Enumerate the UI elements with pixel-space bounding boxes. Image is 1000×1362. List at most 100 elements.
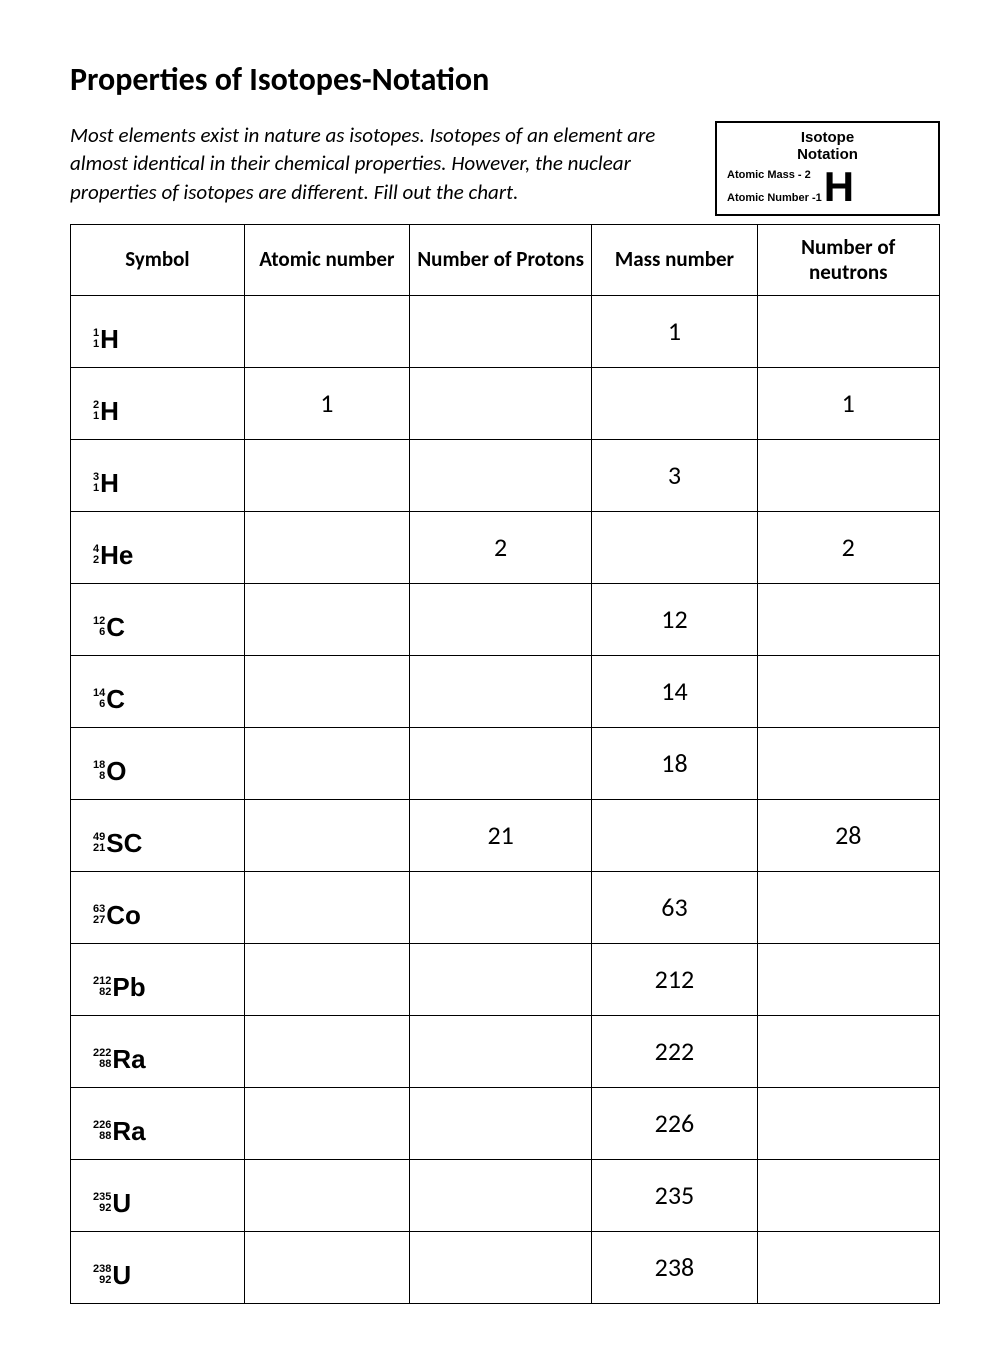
- table-row: 21H 1 1: [71, 367, 940, 439]
- cell-neutrons[interactable]: [757, 583, 940, 655]
- col-symbol: Symbol: [71, 224, 245, 295]
- cell-neutrons[interactable]: [757, 655, 940, 727]
- cell-mass-number[interactable]: [592, 367, 757, 439]
- isotope-element: H: [100, 398, 119, 424]
- cell-atomic-number[interactable]: [244, 655, 409, 727]
- isotope-z: 27: [93, 915, 105, 927]
- notation-title-line1: Isotope: [801, 129, 854, 146]
- cell-mass-number[interactable]: 12: [592, 583, 757, 655]
- isotope-z: 92: [99, 1203, 111, 1215]
- isotope-symbol: 23592U: [93, 1190, 131, 1216]
- cell-neutrons[interactable]: [757, 439, 940, 511]
- notation-number-label: Atomic Number -1: [727, 193, 822, 204]
- cell-mass-number[interactable]: 235: [592, 1159, 757, 1231]
- isotope-symbol: 6327Co: [93, 902, 141, 928]
- table-row: 31H3: [71, 439, 940, 511]
- isotope-symbol: 23892U: [93, 1262, 131, 1288]
- table-head: Symbol Atomic number Number of Protons M…: [71, 224, 940, 295]
- table-body: 11H121H1131H342He22126C12146C14188O18492…: [71, 295, 940, 1303]
- cell-neutrons[interactable]: [757, 1159, 940, 1231]
- cell-protons[interactable]: [409, 1015, 591, 1087]
- cell-atomic-number[interactable]: [244, 799, 409, 871]
- cell-atomic-number[interactable]: [244, 295, 409, 367]
- cell-atomic-number[interactable]: [244, 727, 409, 799]
- cell-protons[interactable]: 2: [409, 511, 591, 583]
- isotope-element: H: [100, 470, 119, 496]
- isotope-z: 88: [99, 1131, 111, 1143]
- cell-atomic-number[interactable]: [244, 1087, 409, 1159]
- intro-text: Most elements exist in nature as isotope…: [70, 121, 697, 206]
- isotope-scripts: 21282: [93, 976, 111, 999]
- cell-mass-number[interactable]: 226: [592, 1087, 757, 1159]
- notation-mass-label: Atomic Mass - 2: [727, 170, 822, 181]
- isotope-symbol: 42He: [93, 542, 133, 568]
- page-title: Properties of Isotopes-Notation: [70, 60, 940, 99]
- cell-mass-number[interactable]: 1: [592, 295, 757, 367]
- cell-protons[interactable]: [409, 583, 591, 655]
- notation-body: Atomic Mass - 2 Atomic Number -1 H: [727, 166, 928, 208]
- cell-protons[interactable]: [409, 871, 591, 943]
- isotope-scripts: 22288: [93, 1048, 111, 1071]
- cell-mass-number[interactable]: [592, 511, 757, 583]
- cell-neutrons[interactable]: [757, 1087, 940, 1159]
- isotope-element: Ra: [112, 1118, 145, 1144]
- cell-atomic-number[interactable]: [244, 1159, 409, 1231]
- isotope-symbol: 21H: [93, 398, 119, 424]
- cell-mass-number[interactable]: 18: [592, 727, 757, 799]
- isotope-symbol: 146C: [93, 686, 125, 712]
- cell-neutrons[interactable]: 2: [757, 511, 940, 583]
- cell-neutrons[interactable]: [757, 1015, 940, 1087]
- table-header-row: Symbol Atomic number Number of Protons M…: [71, 224, 940, 295]
- cell-protons[interactable]: [409, 367, 591, 439]
- cell-neutrons[interactable]: [757, 871, 940, 943]
- cell-atomic-number[interactable]: [244, 511, 409, 583]
- cell-neutrons[interactable]: [757, 295, 940, 367]
- col-mass-number: Mass number: [592, 224, 757, 295]
- cell-protons[interactable]: 21: [409, 799, 591, 871]
- cell-protons[interactable]: [409, 655, 591, 727]
- cell-protons[interactable]: [409, 1231, 591, 1303]
- cell-neutrons[interactable]: [757, 727, 940, 799]
- cell-protons[interactable]: [409, 1087, 591, 1159]
- cell-atomic-number[interactable]: [244, 439, 409, 511]
- cell-neutrons[interactable]: [757, 943, 940, 1015]
- isotope-symbol: 4921SC: [93, 830, 142, 856]
- isotope-element: U: [112, 1190, 131, 1216]
- notation-title-line2: Notation: [797, 146, 858, 163]
- cell-mass-number[interactable]: 238: [592, 1231, 757, 1303]
- cell-atomic-number[interactable]: [244, 1231, 409, 1303]
- isotope-z: 8: [99, 771, 105, 783]
- cell-protons[interactable]: [409, 439, 591, 511]
- cell-mass-number[interactable]: 14: [592, 655, 757, 727]
- cell-neutrons[interactable]: [757, 1231, 940, 1303]
- table-row: 42He 2 2: [71, 511, 940, 583]
- cell-mass-number[interactable]: 3: [592, 439, 757, 511]
- cell-mass-number[interactable]: 212: [592, 943, 757, 1015]
- table-row: 126C12: [71, 583, 940, 655]
- table-row: 4921SC 21 28: [71, 799, 940, 871]
- cell-atomic-number[interactable]: [244, 871, 409, 943]
- cell-protons[interactable]: [409, 295, 591, 367]
- cell-protons[interactable]: [409, 943, 591, 1015]
- isotope-scripts: 4921: [93, 832, 105, 855]
- isotope-scripts: 146: [93, 688, 105, 711]
- col-neutrons: Number of neutrons: [757, 224, 940, 295]
- cell-atomic-number[interactable]: 1: [244, 367, 409, 439]
- cell-atomic-number[interactable]: [244, 583, 409, 655]
- cell-neutrons[interactable]: 28: [757, 799, 940, 871]
- table-row: 22288Ra222: [71, 1015, 940, 1087]
- cell-mass-number[interactable]: 222: [592, 1015, 757, 1087]
- cell-atomic-number[interactable]: [244, 1015, 409, 1087]
- cell-neutrons[interactable]: 1: [757, 367, 940, 439]
- table-row: 23892U 238: [71, 1231, 940, 1303]
- cell-mass-number[interactable]: 63: [592, 871, 757, 943]
- cell-atomic-number[interactable]: [244, 943, 409, 1015]
- cell-protons[interactable]: [409, 727, 591, 799]
- cell-symbol: 23892U: [71, 1231, 245, 1303]
- isotope-element: He: [100, 542, 133, 568]
- isotope-z: 88: [99, 1059, 111, 1071]
- table-row: 11H1: [71, 295, 940, 367]
- cell-mass-number[interactable]: [592, 799, 757, 871]
- cell-protons[interactable]: [409, 1159, 591, 1231]
- col-atomic-number: Atomic number: [244, 224, 409, 295]
